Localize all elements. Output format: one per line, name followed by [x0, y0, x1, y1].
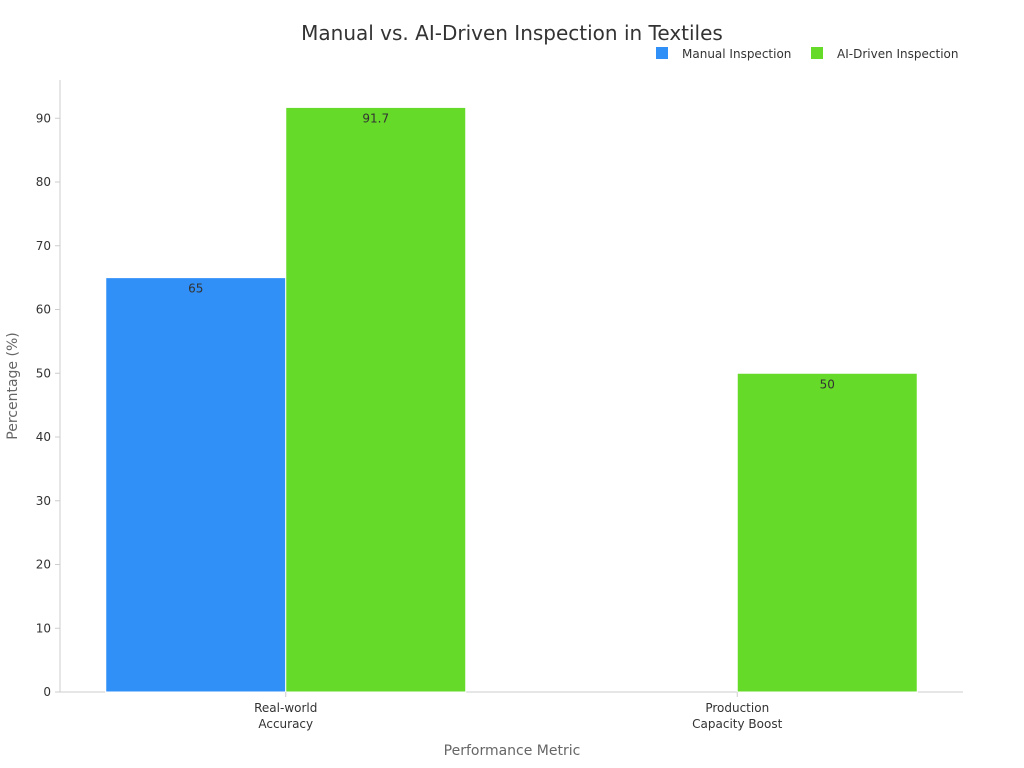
- y-tick-label: 60: [36, 303, 51, 317]
- x-axis-label: Performance Metric: [444, 743, 581, 759]
- plot-area: 0 10 20 30 40 50 60 70 80 90 65 91.7 50 Real-world A…: [36, 80, 963, 731]
- x-ticks: Real-world Accuracy Production Capacity Boo…: [254, 692, 783, 731]
- y-tick-label: 0: [43, 685, 51, 699]
- y-tick-label: 70: [36, 239, 51, 253]
- bar-ai-1: [736, 372, 918, 693]
- legend-label: Manual Inspection: [682, 47, 791, 61]
- legend-swatch: [811, 47, 823, 59]
- y-tick-label: 50: [36, 366, 51, 380]
- legend-label: AI-Driven Inspection: [837, 47, 958, 61]
- bar-ai-0: [285, 106, 467, 693]
- bars: 65 91.7 50: [105, 106, 918, 693]
- y-tick-label: 30: [36, 494, 51, 508]
- y-tick-label: 80: [36, 175, 51, 189]
- legend: Manual Inspection AI-Driven Inspection: [656, 47, 958, 61]
- data-label: 65: [188, 282, 203, 296]
- y-tick-label: 20: [36, 558, 51, 572]
- y-tick-label: 90: [36, 111, 51, 125]
- x-tick-label: Real-world: [254, 701, 317, 715]
- legend-swatch: [656, 47, 668, 59]
- y-tick-label: 40: [36, 430, 51, 444]
- x-tick-label: Accuracy: [258, 717, 313, 731]
- x-tick-label: Capacity Boost: [692, 717, 782, 731]
- chart-title: Manual vs. AI-Driven Inspection in Texti…: [301, 21, 723, 45]
- y-tick-label: 10: [36, 621, 51, 635]
- y-axis-label: Percentage (%): [5, 332, 21, 439]
- data-label: 91.7: [362, 111, 389, 125]
- data-label: 50: [820, 377, 835, 391]
- x-tick-label: Production: [705, 701, 769, 715]
- y-ticks: 0 10 20 30 40 50 60 70 80 90: [36, 111, 60, 699]
- bar-manual-0: [105, 277, 287, 693]
